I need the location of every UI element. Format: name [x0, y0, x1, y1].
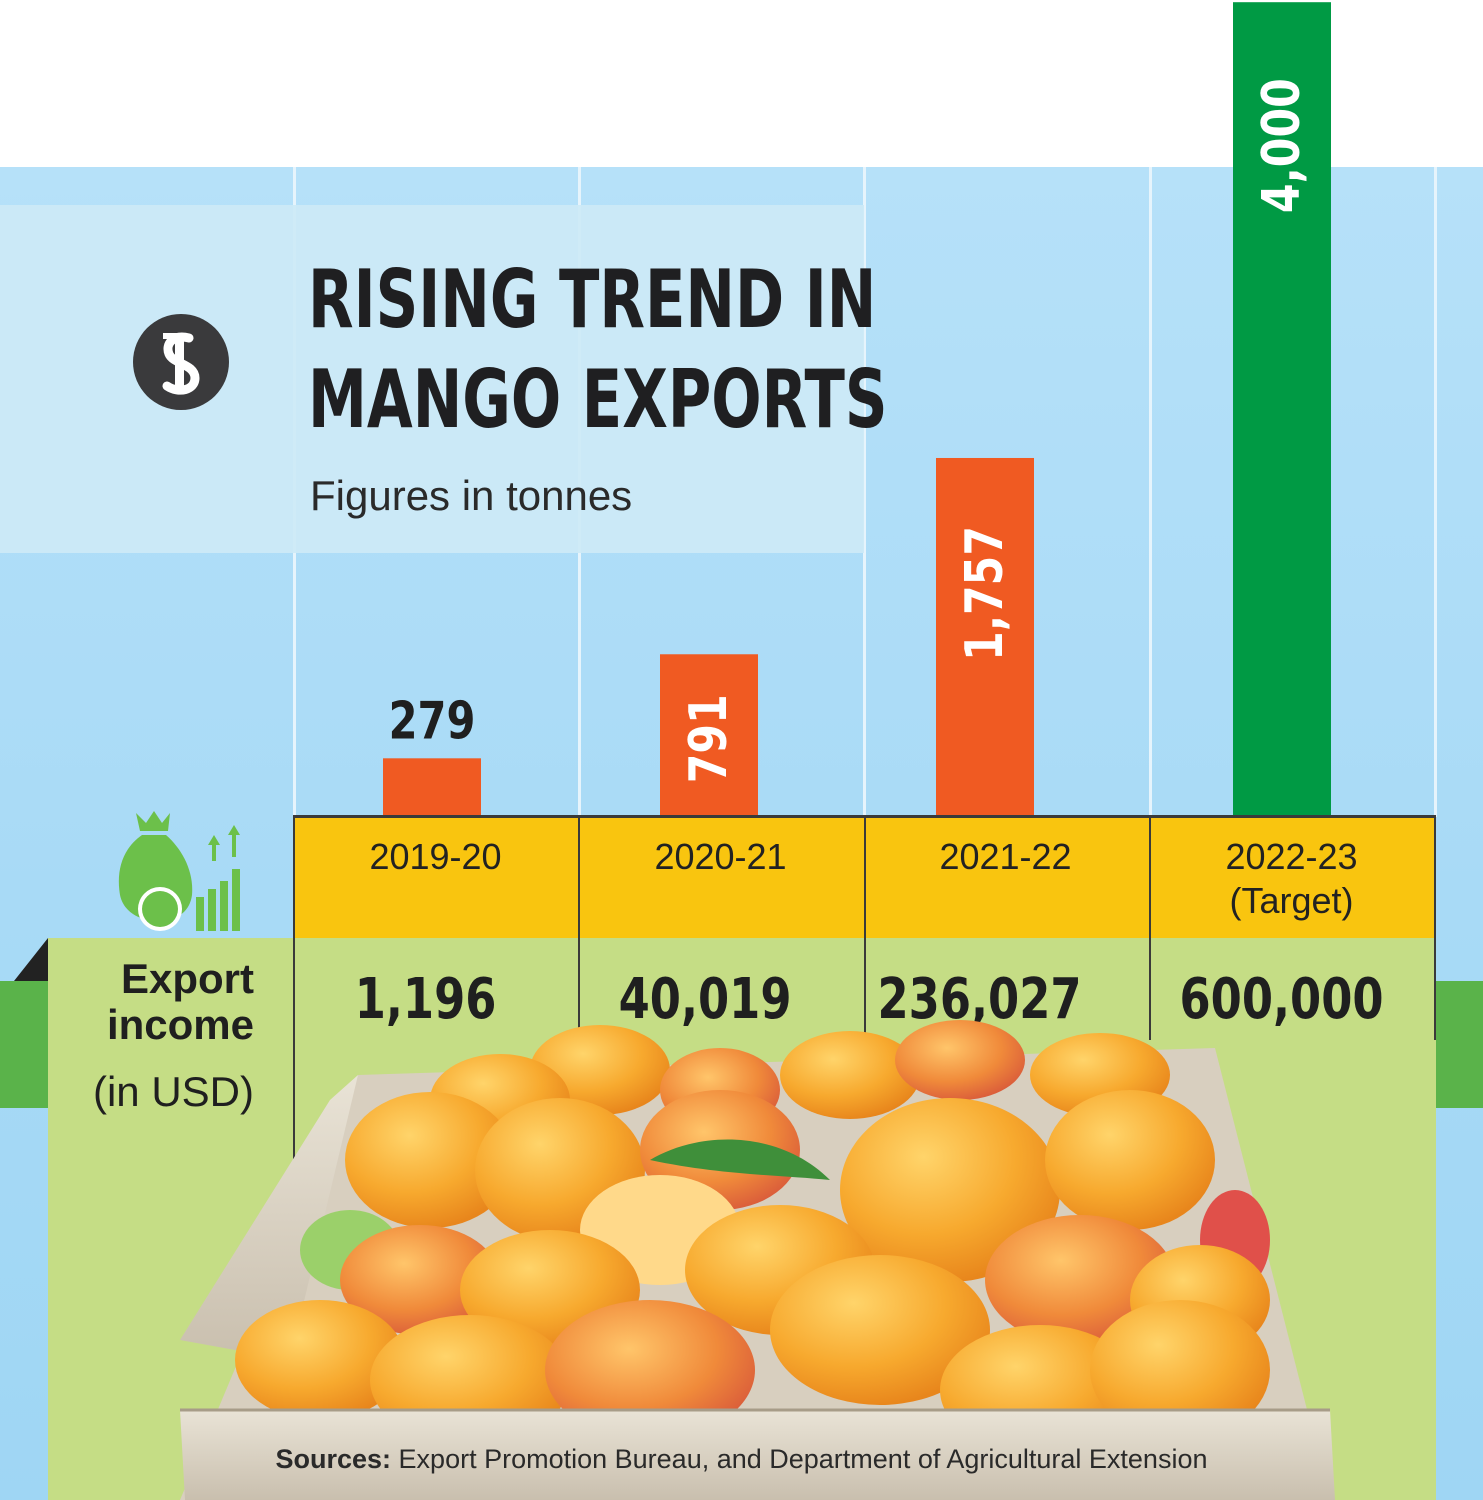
column-divider	[863, 167, 866, 817]
accent-bar	[0, 981, 48, 1108]
year-cell: 2019-20	[293, 815, 578, 938]
target-bar	[1233, 2, 1331, 815]
bar-value-label: 1,757	[955, 526, 1015, 661]
mango-pile	[235, 1020, 1270, 1455]
money-bag-growth-icon	[118, 811, 240, 931]
income-label: Export income	[106, 955, 254, 1048]
bar-value-label: 791	[679, 694, 739, 783]
income-value: 236,027	[877, 967, 1082, 1032]
export-bar	[383, 758, 481, 815]
sources-text: Export Promotion Bureau, and Department …	[391, 1444, 1208, 1474]
accent-bar	[1436, 981, 1483, 1108]
column-divider	[1434, 167, 1437, 817]
sources-label: Sources:	[275, 1444, 392, 1474]
year-label: 2019-20	[369, 836, 502, 877]
year-cell: 2020-21	[578, 815, 863, 938]
table-border	[1149, 815, 1151, 1040]
tbs-logo-icon	[133, 314, 229, 410]
bar-value-label: 4,000	[1252, 78, 1312, 213]
year-label: 2021-22	[939, 836, 1072, 877]
table-border	[293, 815, 295, 1495]
year-label: 2020-21	[654, 836, 787, 877]
income-unit: (in USD)	[92, 1068, 254, 1115]
sources-note: Sources: Export Promotion Bureau, and De…	[0, 1444, 1483, 1475]
table-border	[864, 815, 866, 1040]
income-value: 600,000	[1179, 967, 1384, 1032]
table-border	[1434, 815, 1436, 1040]
year-cell: 2022-23 (Target)	[1149, 815, 1434, 938]
income-value: 1,196	[354, 967, 497, 1032]
export-bar	[660, 654, 758, 815]
income-value: 40,019	[619, 967, 792, 1032]
export-bar	[936, 457, 1034, 815]
chart-subtitle: Figures in tonnes	[310, 472, 633, 519]
column-divider	[1149, 167, 1152, 817]
year-label: 2022-23 (Target)	[1225, 836, 1358, 921]
table-border	[578, 815, 580, 1040]
corner-triangle	[14, 938, 48, 981]
bar-value-label: 279	[389, 691, 476, 752]
year-cell: 2021-22	[863, 815, 1148, 938]
